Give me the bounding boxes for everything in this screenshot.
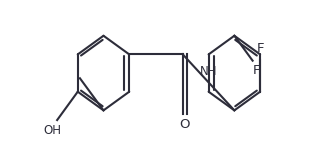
Text: NH: NH (200, 65, 217, 78)
Text: OH: OH (43, 124, 62, 137)
Text: O: O (179, 118, 190, 131)
Text: F: F (256, 42, 264, 55)
Text: F: F (253, 64, 260, 77)
